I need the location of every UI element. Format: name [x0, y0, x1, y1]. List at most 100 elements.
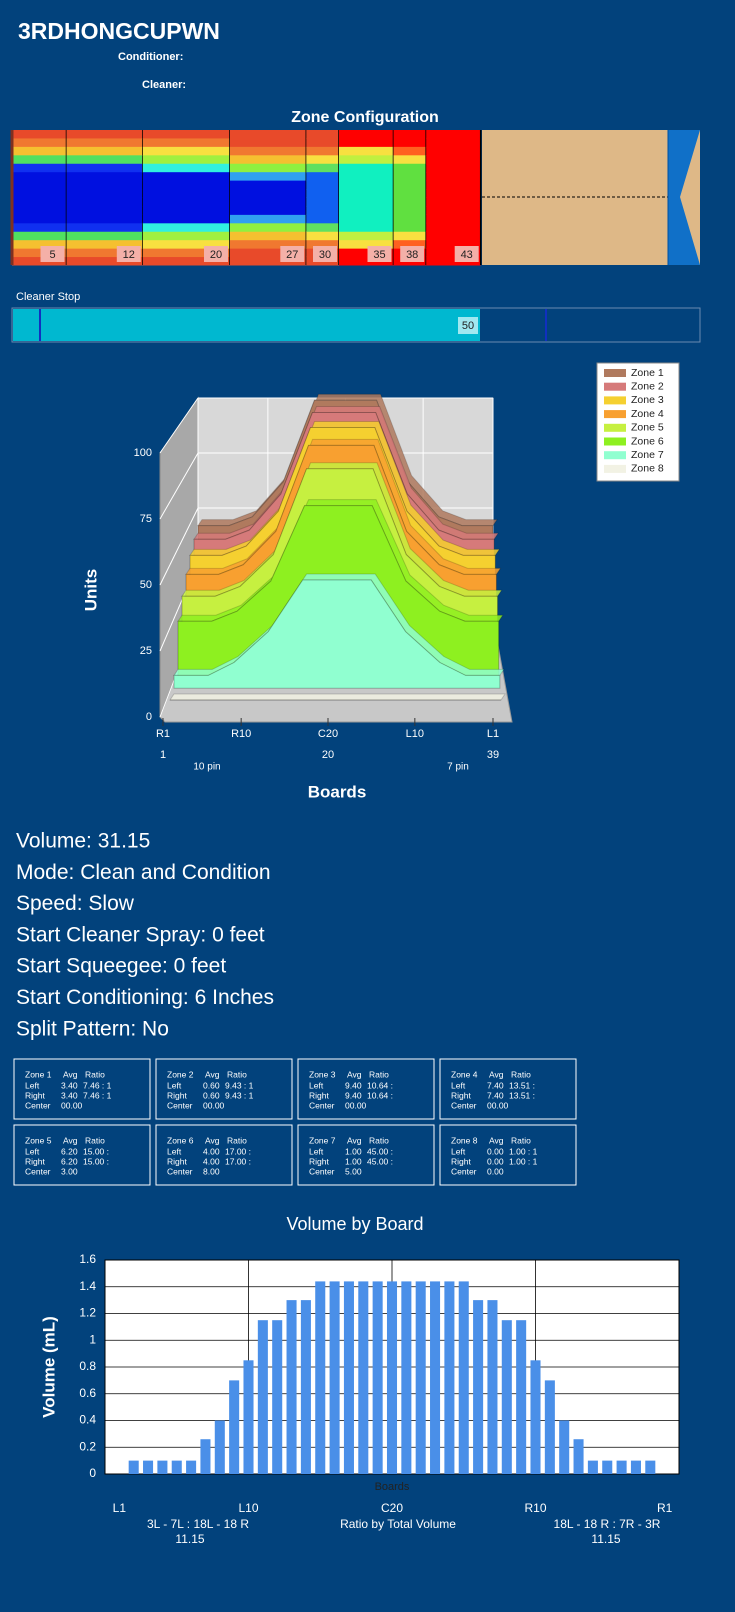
- heat-stripe: [339, 222, 394, 232]
- heat-stripe: [230, 256, 307, 266]
- zone-table-cell: Right: [451, 1090, 471, 1100]
- bar: [343, 1281, 354, 1474]
- heat-stripe: [393, 239, 427, 249]
- zone-table-cell: 3.40: [61, 1080, 78, 1090]
- bar: [372, 1281, 383, 1474]
- heat-stripe: [142, 130, 230, 139]
- x-tick-label: R1: [156, 728, 170, 740]
- heat-stripe: [230, 163, 307, 173]
- x-tick-label: L1: [487, 728, 499, 740]
- heat-stripe: [12, 197, 67, 207]
- zone-table-cell: 4.00: [203, 1146, 220, 1156]
- y-tick-label: 0: [146, 711, 152, 723]
- y-tick-label: 100: [134, 447, 152, 459]
- y-axis-label: Volume (mL): [39, 1316, 58, 1418]
- zone-table-cell: 5.00: [345, 1166, 362, 1176]
- legend-swatch: [604, 423, 626, 432]
- heat-stripe: [66, 256, 143, 266]
- heat-stripe: [66, 180, 143, 190]
- info-line: Start Conditioning: 6 Inches: [16, 986, 274, 1009]
- zone-table-cell: Left: [25, 1146, 40, 1156]
- heat-stripe: [230, 138, 307, 148]
- heat-stripe: [66, 130, 143, 139]
- heat-stripe: [339, 231, 394, 241]
- zone-table-cell: 00.00: [61, 1100, 83, 1110]
- zone-table-cell: Right: [309, 1090, 329, 1100]
- heat-stripe: [142, 146, 230, 156]
- heat-stripe: [66, 189, 143, 198]
- zone-table-header: Ratio: [227, 1069, 247, 1079]
- zone-end-label: 27: [286, 249, 298, 261]
- heat-stripe: [230, 197, 307, 207]
- heat-stripe: [393, 172, 427, 182]
- zone-table-header: Avg: [205, 1069, 220, 1079]
- heat-stripe: [12, 222, 67, 232]
- cleaner-stop-label: Cleaner Stop: [16, 291, 80, 303]
- legend-label: Zone 4: [631, 408, 664, 420]
- heat-stripe: [306, 197, 339, 207]
- info-line: Split Pattern: No: [16, 1017, 169, 1040]
- zone-table-cell: 15.00 :: [83, 1146, 109, 1156]
- heat-stripe: [339, 138, 394, 148]
- heat-stripe: [306, 172, 339, 182]
- zone-table-header: Avg: [347, 1135, 362, 1145]
- heat-stripe: [306, 180, 339, 190]
- bar: [559, 1420, 570, 1474]
- x-tick-label: L1: [113, 1501, 127, 1515]
- heat-stripe: [230, 222, 307, 232]
- heat-stripe: [230, 180, 307, 190]
- bar: [430, 1281, 441, 1474]
- bar-chart: Volume by Board 0 0.2 0.4 0.6 0.8 1 1.2 1.4 1.6 L1…: [39, 1214, 680, 1546]
- bar: [157, 1460, 168, 1474]
- board-number: 1: [160, 749, 166, 761]
- zone-table-cell: Center: [309, 1100, 335, 1110]
- zone-table-cell: 9.40: [345, 1090, 362, 1100]
- zone-table-header: Avg: [205, 1135, 220, 1145]
- bar-title: Volume by Board: [286, 1214, 423, 1234]
- zone-table-cell: 6.20: [61, 1156, 78, 1166]
- heat-stripe: [142, 239, 230, 249]
- zone-table-cell: 00.00: [203, 1100, 225, 1110]
- heat-stripe: [66, 146, 143, 156]
- bar: [544, 1380, 555, 1474]
- heat-stripe: [426, 189, 481, 198]
- bar: [229, 1380, 240, 1474]
- heat-stripe: [12, 155, 67, 165]
- heat-stripe: [142, 214, 230, 224]
- heat-stripe: [142, 248, 230, 258]
- zone-table-cell: 10.64 :: [367, 1080, 393, 1090]
- bar: [444, 1281, 455, 1474]
- zone-table-cell: 0.60: [203, 1080, 220, 1090]
- legend-label: Zone 3: [631, 394, 664, 406]
- heat-stripe: [66, 197, 143, 207]
- zone-table-cell: 0.00: [487, 1146, 504, 1156]
- zone-table-cell: Left: [451, 1080, 466, 1090]
- heat-stripe: [426, 231, 481, 241]
- heat-stripe: [12, 146, 67, 156]
- zone-table-header: Avg: [347, 1069, 362, 1079]
- zone-table-cell: 9.40: [345, 1080, 362, 1090]
- heat-stripe: [426, 222, 481, 232]
- zone-table-cell: 4.00: [203, 1156, 220, 1166]
- y-tick-label: 0.2: [79, 1439, 96, 1453]
- heat-stripe: [12, 214, 67, 224]
- zone-table-header: Ratio: [85, 1069, 105, 1079]
- heat-stripe: [66, 248, 143, 258]
- heat-stripe: [393, 138, 427, 148]
- heat-stripe: [142, 197, 230, 207]
- zone-table-cell: Right: [25, 1156, 45, 1166]
- zone-end-box: [313, 246, 337, 262]
- heat-stripe: [12, 138, 67, 148]
- bar: [128, 1460, 139, 1474]
- heat-stripe: [426, 239, 481, 249]
- zone-table-box: [13, 1058, 151, 1120]
- y-tick-label: 0.4: [79, 1413, 96, 1427]
- zone-table-cell: 9.43 : 1: [225, 1080, 254, 1090]
- heat-stripe: [393, 146, 427, 156]
- zone-table-header: Ratio: [227, 1135, 247, 1145]
- annotation: Ratio by Total Volume: [340, 1517, 456, 1531]
- heat-stripe: [339, 146, 394, 156]
- heat-stripe: [230, 172, 307, 182]
- heat-stripe: [426, 155, 481, 165]
- legend-label: Zone 2: [631, 380, 664, 392]
